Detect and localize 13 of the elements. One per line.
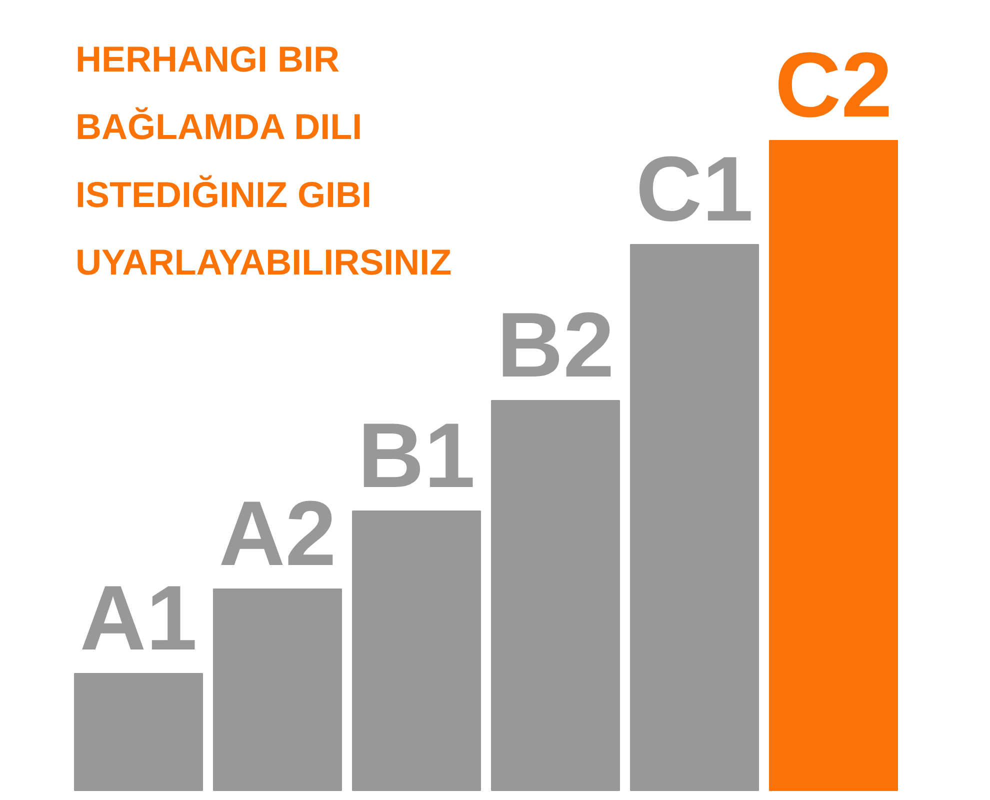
- bar: [630, 244, 759, 791]
- bar: [491, 400, 620, 791]
- bar: [74, 673, 203, 791]
- bar: [352, 510, 481, 791]
- bar: [213, 588, 342, 791]
- bar: [769, 140, 898, 791]
- x-tick-label: B2: [496, 294, 614, 396]
- chart-title: HERHANGI BIR BAĞLAMDA DILI ISTEDIĞINIZ GIBI UYARLAYABILIRSINIZ: [76, 38, 452, 282]
- x-tick-label: C2: [774, 34, 892, 136]
- x-tick-label: A1: [80, 568, 198, 670]
- x-tick-label: C1: [636, 138, 754, 240]
- x-tick-label: A2: [218, 483, 336, 585]
- x-tick-label: B1: [358, 405, 476, 507]
